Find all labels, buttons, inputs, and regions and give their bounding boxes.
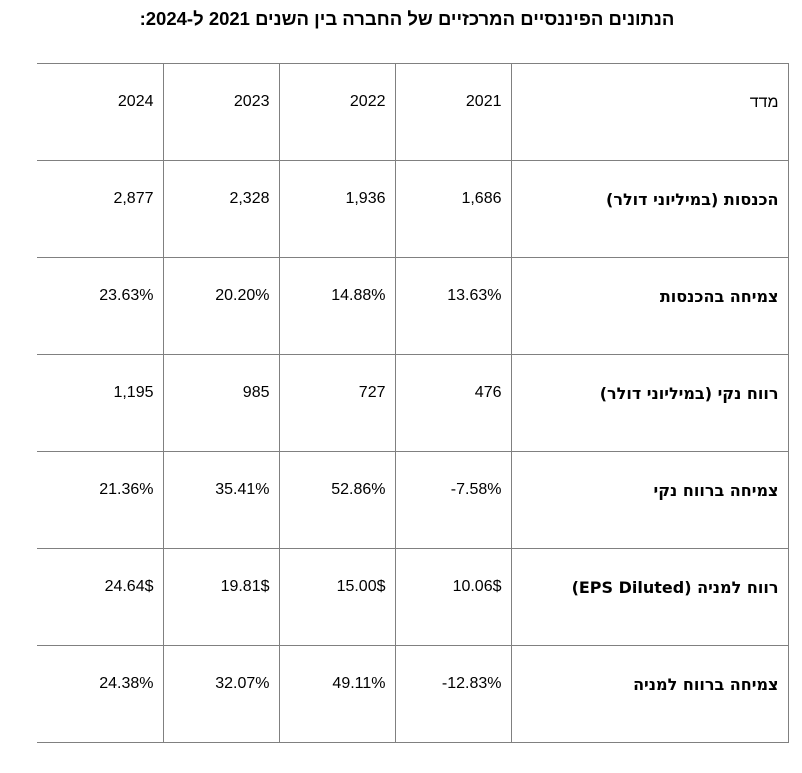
cell-value: 476: [474, 384, 502, 401]
page-title-text: הנתונים הפיננסיים המרכזיים של החברה בין …: [139, 8, 675, 29]
cell-value: 727: [358, 384, 386, 401]
header-metric: מדד: [510, 63, 789, 161]
cell-2022: 15.00$: [278, 548, 396, 646]
cell-value: 15.00$: [336, 578, 386, 595]
cell-2023: 32.07%: [162, 645, 280, 743]
cell-value: 24.38%: [99, 675, 154, 692]
row-label: צמיחה ברווח נקי: [510, 451, 789, 549]
cell-2024: 21.36%: [37, 451, 164, 549]
cell-2022: 14.88%: [278, 257, 396, 355]
cell-2023: 20.20%: [162, 257, 280, 355]
cell-value: 2,328: [229, 190, 270, 207]
table-header-row: מדד 2021 2022 2023 2024: [37, 63, 789, 161]
cell-2023: 19.81$: [162, 548, 280, 646]
header-year-text: 2022: [349, 93, 386, 110]
cell-value: 1,686: [461, 190, 502, 207]
cell-value: 1,195: [113, 384, 154, 401]
header-year-text: 2021: [465, 93, 502, 110]
cell-value: 1,936: [345, 190, 386, 207]
cell-value: 23.63%: [99, 287, 154, 304]
cell-2022: 727: [278, 354, 396, 452]
cell-2022: 52.86%: [278, 451, 396, 549]
header-year-2022: 2022: [278, 63, 396, 161]
header-year-2021: 2021: [394, 63, 512, 161]
page-title: הנתונים הפיננסיים המרכזיים של החברה בין …: [0, 8, 802, 30]
table-row-net-income-growth: צמיחה ברווח נקי -7.58% 52.86% 35.41% 21.…: [37, 451, 789, 549]
cell-value: -7.58%: [450, 481, 502, 498]
cell-value: 52.86%: [331, 481, 386, 498]
cell-2022: 1,936: [278, 160, 396, 258]
cell-value: 20.20%: [215, 287, 270, 304]
cell-value: 21.36%: [99, 481, 154, 498]
financial-data-table: מדד 2021 2022 2023 2024 הכנסות (במיליוני…: [37, 63, 789, 743]
cell-2023: 985: [162, 354, 280, 452]
cell-2021: 1,686: [394, 160, 512, 258]
header-year-2023: 2023: [162, 63, 280, 161]
cell-2023: 35.41%: [162, 451, 280, 549]
cell-value: 10.06$: [452, 578, 502, 595]
cell-value: 13.63%: [447, 287, 502, 304]
header-year-2024: 2024: [37, 63, 164, 161]
cell-2021: 476: [394, 354, 512, 452]
cell-value: 49.11%: [332, 675, 386, 692]
row-label: צמיחה ברווח למניה: [510, 645, 789, 743]
cell-value: 14.88%: [331, 287, 386, 304]
row-label: הכנסות (במיליוני דולר): [510, 160, 789, 258]
row-label: צמיחה בהכנסות: [510, 257, 789, 355]
cell-value: 985: [242, 384, 270, 401]
cell-value: -12.83%: [441, 675, 502, 692]
cell-2023: 2,328: [162, 160, 280, 258]
table-row-eps-growth: צמיחה ברווח למניה -12.83% 49.11% 32.07% …: [37, 645, 789, 743]
header-year-text: 2023: [233, 93, 270, 110]
header-year-text: 2024: [117, 93, 154, 110]
cell-2024: 1,195: [37, 354, 164, 452]
table-row-revenue: הכנסות (במיליוני דולר) 1,686 1,936 2,328…: [37, 160, 789, 258]
cell-value: 2,877: [113, 190, 154, 207]
cell-2021: 10.06$: [394, 548, 512, 646]
cell-value: 32.07%: [215, 675, 270, 692]
table-row-net-income: רווח נקי (במיליוני דולר) 476 727 985 1,1…: [37, 354, 789, 452]
cell-2021: -12.83%: [394, 645, 512, 743]
row-label: רווח נקי (במיליוני דולר): [510, 354, 789, 452]
cell-2021: -7.58%: [394, 451, 512, 549]
cell-2024: 24.38%: [37, 645, 164, 743]
table-row-revenue-growth: צמיחה בהכנסות 13.63% 14.88% 20.20% 23.63…: [37, 257, 789, 355]
cell-value: 35.41%: [215, 481, 270, 498]
cell-value: 24.64$: [104, 578, 154, 595]
row-label: רווח למניה (EPS Diluted): [510, 548, 789, 646]
cell-value: 19.81$: [220, 578, 270, 595]
cell-2024: 2,877: [37, 160, 164, 258]
cell-2021: 13.63%: [394, 257, 512, 355]
cell-2024: 24.64$: [37, 548, 164, 646]
cell-2024: 23.63%: [37, 257, 164, 355]
cell-2022: 49.11%: [278, 645, 396, 743]
table-row-eps: רווח למניה (EPS Diluted) 10.06$ 15.00$ 1…: [37, 548, 789, 646]
